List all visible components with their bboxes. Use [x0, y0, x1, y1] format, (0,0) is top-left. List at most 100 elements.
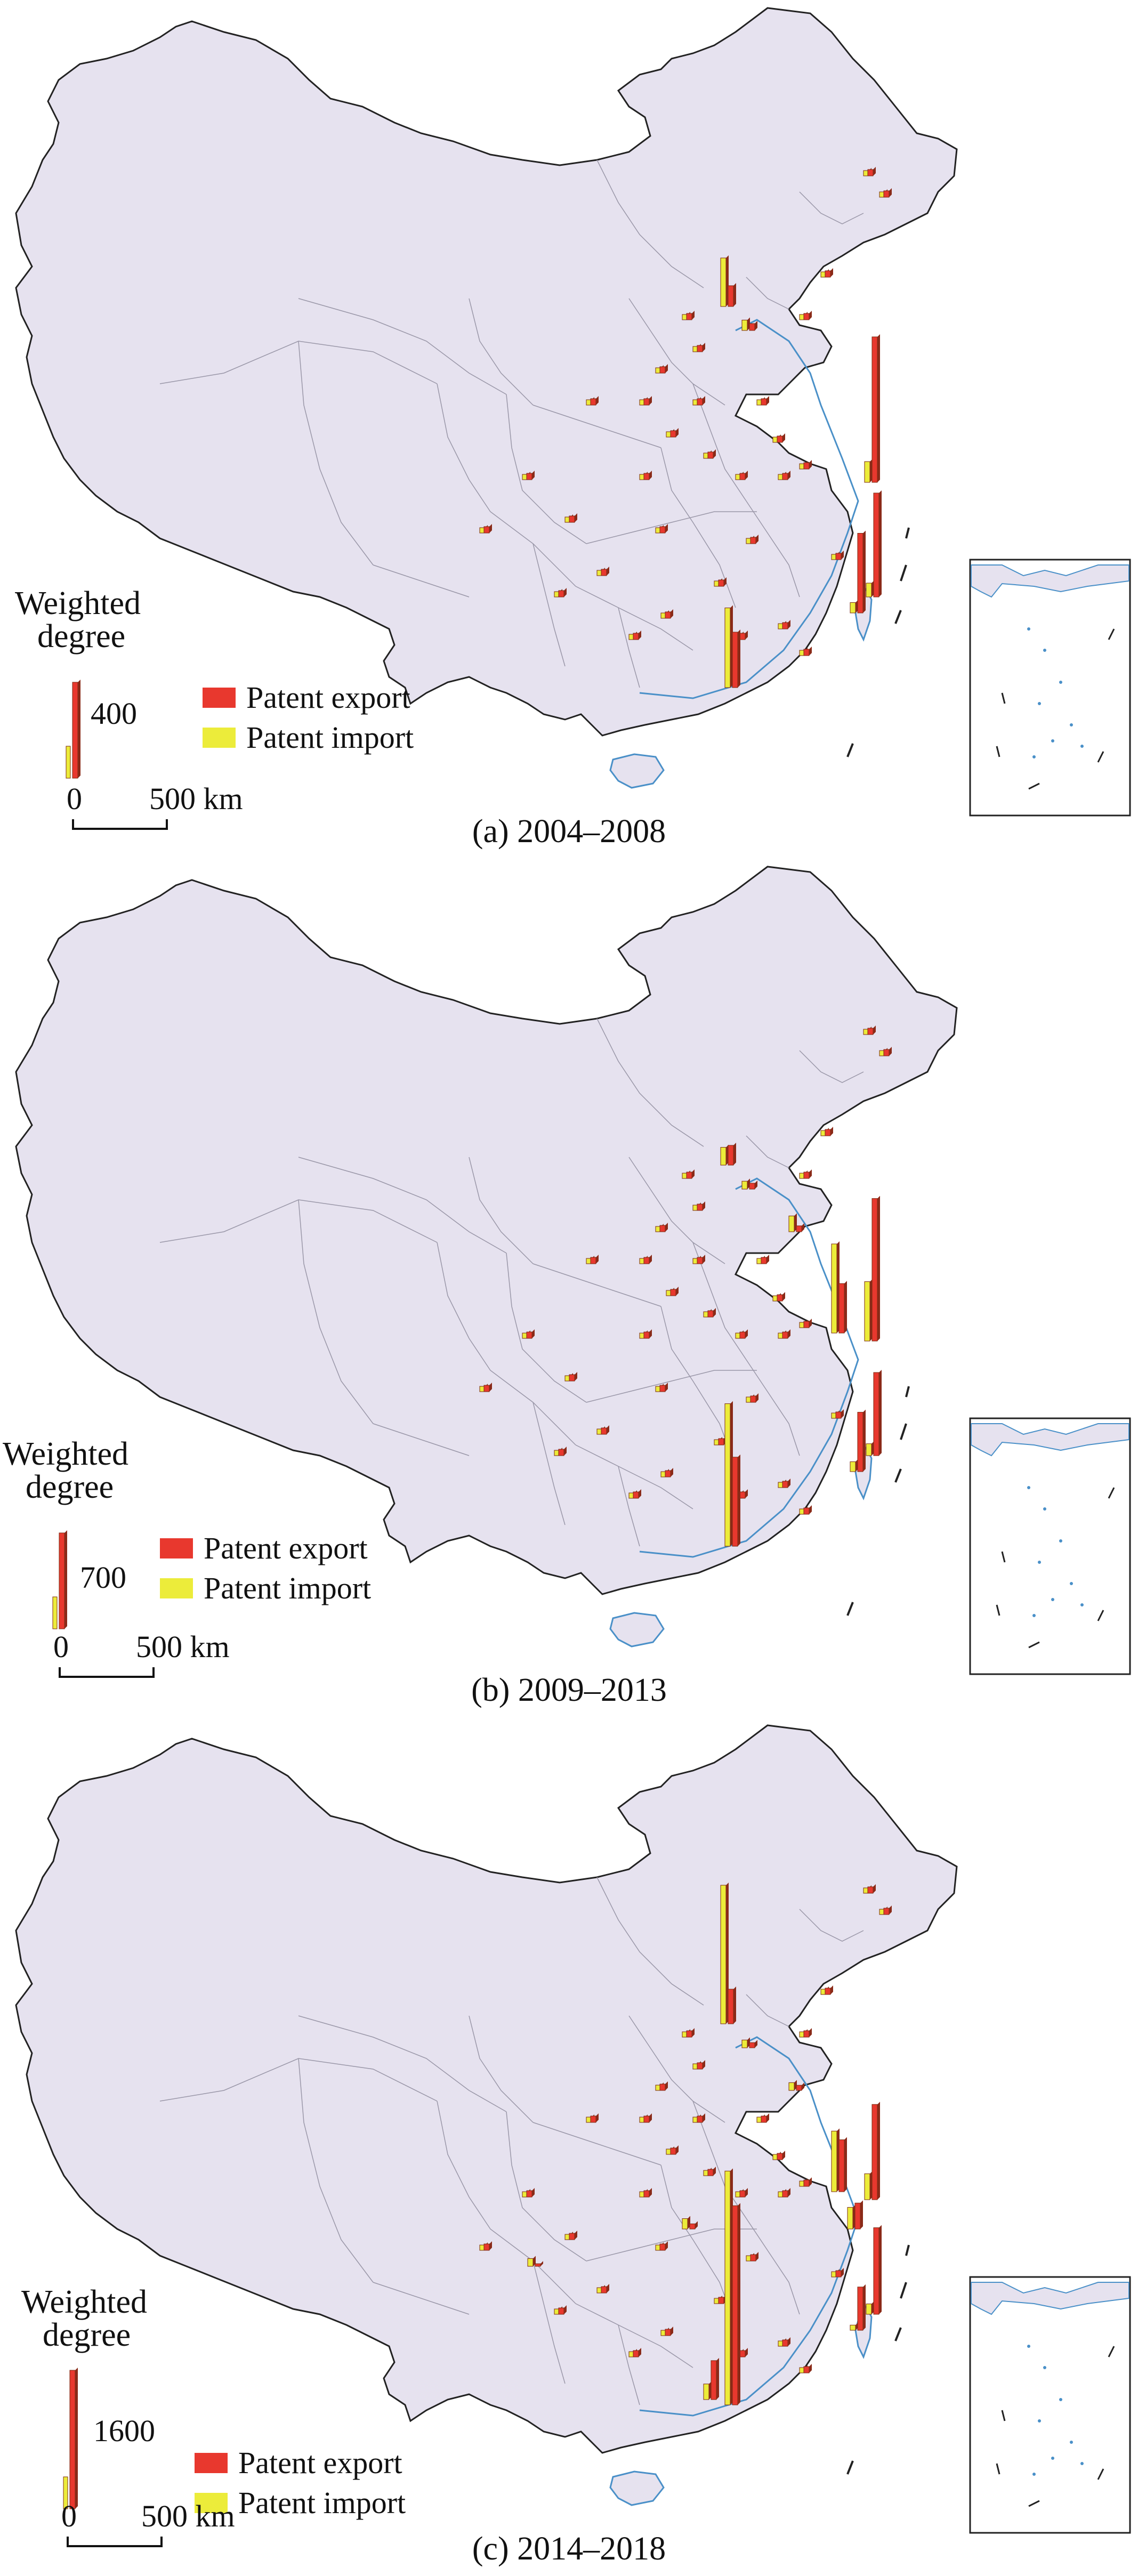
legend-title-line1: Weighted: [15, 585, 141, 621]
city-bar-small: [558, 1447, 567, 1456]
city-bar-export: [728, 283, 736, 307]
city-bar-small: [697, 1255, 705, 1264]
legend-value: 1600: [93, 2413, 155, 2448]
city-bar-small: [633, 631, 641, 640]
city-bar-small: [803, 647, 812, 656]
city-bar-import: [866, 580, 874, 597]
city-bar-small: [835, 551, 844, 560]
city-bar-small: [590, 396, 599, 406]
city-bar-export: [796, 1223, 804, 1232]
city-bar-small: [643, 396, 652, 406]
city-bar-import: [864, 1279, 873, 1342]
province-boundary: [437, 1242, 576, 1446]
hainan-island: [609, 2470, 665, 2506]
legend-export-label: Patent export: [238, 2445, 402, 2480]
province-boundary: [746, 1135, 789, 1168]
legend-export-label: Patent export: [204, 1531, 368, 1565]
city-bar-export: [871, 2102, 880, 2200]
south-china-sea-inset: [969, 1417, 1131, 1675]
city-bar-small: [707, 1308, 716, 1318]
city-bar-small: [643, 2188, 652, 2198]
legend-import-bar: [52, 1596, 58, 1629]
legend-title-line2: degree: [43, 2317, 131, 2353]
china-outline: [15, 7, 958, 737]
scale-line: [72, 819, 168, 830]
city-bar-small: [633, 2348, 641, 2357]
city-bar-small: [883, 188, 892, 198]
city-bar-small: [782, 620, 790, 629]
legend-import-bar: [66, 746, 71, 779]
legend-export-bar-side: [78, 680, 80, 778]
city-bar-small: [803, 311, 812, 320]
city-bar-small: [526, 471, 535, 480]
province-boundary: [532, 543, 566, 667]
china-map-2009-2013: [15, 866, 1131, 1675]
city-bar-small: [718, 577, 727, 587]
china-outline: [15, 1724, 958, 2454]
city-bar-small: [665, 2327, 673, 2336]
province-boundary: [628, 1157, 725, 1264]
legend-export-bar-side: [75, 2368, 78, 2509]
export-swatch-icon: [195, 2452, 228, 2473]
province-boundary: [799, 191, 864, 224]
city-bar-small: [867, 1884, 876, 1894]
city-bar-small: [590, 1255, 599, 1264]
city-bar-import: [720, 1144, 729, 1166]
province-boundary: [596, 1018, 704, 1147]
boundary-dash: [905, 1386, 910, 1398]
legend-import: Patent import: [195, 2485, 406, 2521]
city-bar-small: [659, 1223, 668, 1232]
city-bar-export: [838, 2137, 847, 2192]
city-bar-small: [803, 1319, 812, 1328]
city-bar-export: [749, 2040, 757, 2048]
city-bar-export: [857, 530, 866, 613]
province-boundary: [618, 2324, 640, 2405]
city-bar-import: [831, 1241, 840, 1334]
legend-import-label: Patent import: [238, 2485, 406, 2520]
city-bar-import: [850, 1459, 858, 1472]
coastline: [639, 1177, 859, 1558]
boundary-dash: [846, 2460, 854, 2475]
legend-bar-icon: [63, 2368, 78, 2509]
city-bar-small: [782, 2188, 790, 2198]
panel-caption: (a) 2004–2008: [472, 813, 666, 850]
boundary-dash: [894, 610, 902, 624]
city-bar-export: [749, 321, 757, 331]
province-boundary: [628, 298, 725, 406]
city-bar-small: [659, 1383, 668, 1392]
province-boundary: [799, 1909, 864, 1942]
province-boundary: [618, 1466, 640, 1547]
city-bar-import: [847, 2204, 855, 2230]
import-swatch-icon: [203, 727, 236, 748]
city-bar-import: [866, 2301, 874, 2315]
legend-export-bar-side: [64, 1530, 67, 1629]
south-china-sea-inset: [969, 559, 1131, 817]
province-boundary: [469, 1157, 534, 1264]
city-bar-small: [782, 471, 790, 480]
city-bar-small: [782, 1479, 790, 1488]
legend-import: Patent import: [160, 1570, 371, 1606]
legend-import-label: Patent import: [246, 720, 414, 755]
city-bar-small: [707, 449, 716, 459]
hainan-island: [609, 1612, 665, 1648]
city-bar-small: [803, 1169, 812, 1179]
city-bar-small: [883, 1047, 892, 1056]
scale-zero: 0: [53, 1629, 69, 1664]
china-map-2004-2008: [15, 7, 1131, 817]
city-bar-small: [659, 524, 668, 534]
province-boundary: [506, 394, 587, 544]
city-bar-export: [728, 1986, 736, 2024]
city-bar-export: [871, 1196, 880, 1342]
province-boundary: [596, 159, 704, 288]
city-bar-import: [788, 1213, 797, 1232]
province-boundary: [298, 2058, 374, 2283]
city-bar-small: [777, 2151, 785, 2160]
city-bar-small: [835, 2268, 844, 2278]
city-bar-small: [569, 513, 577, 523]
city-bar-small: [526, 2188, 535, 2198]
province-boundary: [618, 607, 640, 688]
province-boundary: [532, 2122, 661, 2166]
scale-zero: 0: [61, 2499, 77, 2533]
city-bar-small: [665, 1468, 673, 1477]
city-bar-export: [796, 2082, 804, 2091]
